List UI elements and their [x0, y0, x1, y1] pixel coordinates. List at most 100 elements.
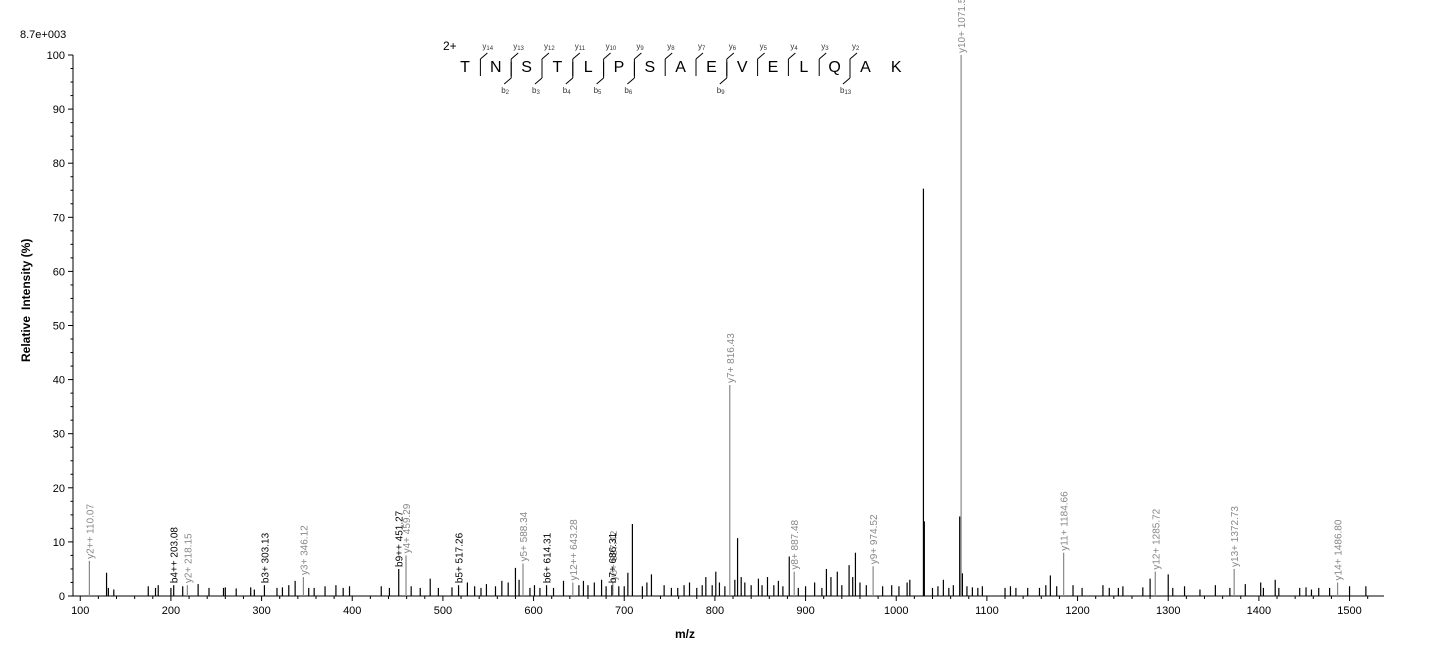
y-tick-label: 10: [53, 537, 65, 549]
y-ion-label: y2: [852, 42, 860, 52]
y-ion-bracket: [541, 52, 550, 76]
y-ion-label: y13: [513, 42, 524, 52]
b-ion-label: b4: [563, 86, 571, 96]
b-ion-bracket: [565, 62, 574, 85]
y-ion-bracket: [818, 52, 827, 76]
x-tick-label: 1000: [884, 605, 908, 617]
sequence-residue: S: [521, 59, 532, 76]
y-tick-label: 90: [53, 104, 65, 116]
y-ion-bracket: [695, 52, 704, 76]
sequence-residue: Q: [828, 59, 840, 76]
y-ion-letter: y: [821, 42, 825, 51]
b-ion-bracket: [627, 62, 635, 85]
y-tick-label: 0: [59, 591, 65, 603]
peak-label: b3+ 303.13: [260, 532, 271, 583]
y-ion-label: y14: [482, 42, 493, 52]
y-ion-letter: y: [729, 42, 733, 51]
y-tick-label: 80: [53, 158, 65, 170]
y-ion-number: 4: [794, 46, 798, 52]
b-ion-number: 9: [721, 90, 725, 96]
peak-label: y12+ 1285.72: [1151, 508, 1162, 569]
y-ion-letter: y: [482, 42, 486, 51]
y-ion-label: y3: [821, 42, 829, 52]
b-ion-number: 3: [536, 90, 540, 96]
y-ion-label: y6: [729, 42, 737, 52]
b-ion-number: 13: [844, 90, 851, 96]
y-ion-letter: y: [575, 42, 579, 51]
sequence-residue: T: [460, 59, 470, 76]
y-ion-number: 6: [733, 46, 737, 52]
y-ion-letter: y: [606, 42, 610, 51]
y-ion-label: y9: [636, 42, 644, 52]
peak-label: b9++ 451.27: [395, 510, 406, 567]
peak-labels: y2++ 110.07 b4++ 203.08 y2+ 218.15 b3+ 303.…: [85, 0, 1344, 583]
b-ion-number: 6: [629, 90, 633, 96]
y-ion-bracket: [787, 52, 796, 76]
y-ion-letter: y: [544, 42, 548, 51]
peak-label: y2+ 218.15: [183, 533, 194, 583]
b-ion-label: b2: [501, 86, 509, 96]
sequence-residue: A: [675, 59, 686, 76]
peak-label: y11+ 1184.66: [1060, 491, 1071, 551]
y-tick-label: 20: [53, 483, 65, 495]
x-tick-label: 500: [434, 605, 452, 617]
b-ion-bracket: [719, 62, 728, 85]
x-tick-label: 1500: [1337, 605, 1361, 617]
y-axis-title: Relative Intensity (%): [19, 239, 33, 362]
b-ion-bracket: [596, 62, 605, 85]
y-ion-bracket: [757, 52, 765, 76]
b-ion-number: 5: [598, 90, 602, 96]
x-tick-label: 100: [71, 605, 89, 617]
sequence-residue: E: [706, 59, 717, 76]
y-ion-label: y7: [698, 42, 706, 52]
x-tick-label: 1400: [1247, 605, 1271, 617]
peaks: [88, 55, 1367, 596]
y-ion-label: y11: [575, 42, 586, 52]
y-ion-bracket: [849, 52, 858, 76]
y-ion-number: 7: [702, 46, 706, 52]
axes: [72, 55, 1384, 597]
peak-label: y14+ 1486.80: [1334, 519, 1345, 580]
y-ion-number: 13: [517, 46, 524, 52]
y-tick-label: 50: [53, 321, 65, 333]
b-ion-letter: b: [624, 86, 629, 95]
sequence-residue: N: [490, 59, 502, 76]
sequence-residue: V: [737, 59, 748, 76]
peak-label: y6+ 687.42: [609, 530, 620, 580]
y-ion-letter: y: [760, 42, 764, 51]
sequence-residue: P: [614, 59, 625, 76]
x-tick-label: 900: [796, 605, 814, 617]
y-ion-bracket: [633, 52, 642, 76]
y-ion-number: 14: [486, 46, 493, 52]
b-ion-label: b3: [532, 86, 540, 96]
y-ion-bracket: [664, 52, 673, 76]
precursor-charge: 2+: [443, 39, 457, 53]
b-ion-letter: b: [532, 86, 537, 95]
peak-label: b5+ 517.26: [455, 532, 466, 583]
y-ion-number: 5: [764, 46, 768, 52]
y-ion-letter: y: [698, 42, 702, 51]
b-ion-letter: b: [563, 86, 568, 95]
sequence-residue: E: [768, 59, 779, 76]
x-ticks: 100 200 300 400 500 600 700 800 900 1000 1100 1200 1…: [71, 596, 1369, 617]
peak-label: y2++ 110.07: [85, 504, 96, 559]
y-tick-label: 30: [53, 429, 65, 441]
y-tick-label: 100: [47, 50, 65, 62]
sequence-residue: S: [644, 59, 655, 76]
b-ion-number: 4: [567, 90, 571, 96]
peak-label: y13+ 1372.73: [1230, 506, 1241, 567]
x-tick-label: 400: [343, 605, 361, 617]
y-ticks: 0 10 20 30 40 50 60 70 80 90 100: [47, 50, 73, 603]
b-ion-label: b9: [717, 86, 725, 96]
x-axis-title: m/z: [675, 627, 695, 641]
y-tick-label: 60: [53, 266, 65, 278]
x-tick-label: 700: [615, 605, 633, 617]
peak-label: y4+ 459.29: [402, 503, 413, 553]
b-ion-label: b5: [594, 86, 602, 96]
y-ion-bracket: [510, 52, 519, 76]
y-ion-number: 12: [548, 46, 555, 52]
y-ion-label: y10: [606, 42, 617, 52]
x-tick-label: 800: [706, 605, 724, 617]
